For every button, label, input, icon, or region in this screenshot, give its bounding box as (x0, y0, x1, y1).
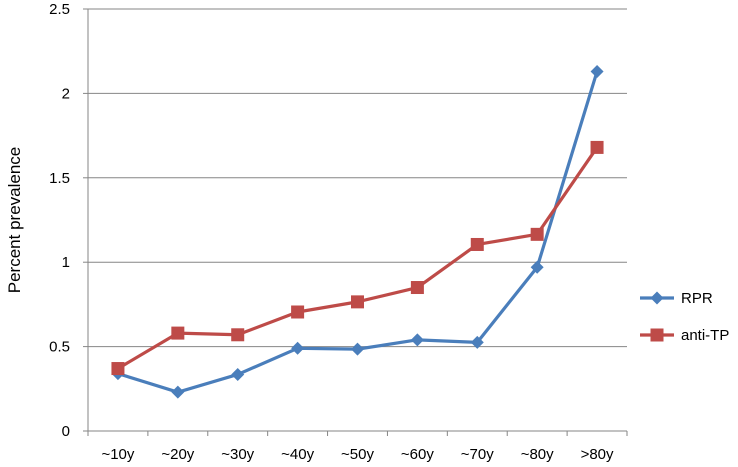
legend-label: anti-TP (681, 327, 729, 344)
x-tick-label: ~10y (101, 446, 134, 463)
diamond-point (351, 342, 364, 356)
series-line (117, 146, 599, 370)
x-tick-label: >80y (581, 446, 614, 463)
diamond-point (171, 385, 185, 399)
legend-item: RPR (640, 290, 713, 307)
square-point (470, 237, 484, 251)
legend: RPR anti-TP (640, 290, 729, 344)
x-tick-label: ~30y (221, 446, 254, 463)
diamond-point (410, 333, 424, 347)
legend-label: RPR (681, 290, 713, 307)
square-point (590, 140, 604, 154)
x-tick-label: ~60y (401, 446, 434, 463)
y-tick-label: 1.5 (49, 170, 70, 187)
square-point (171, 326, 185, 340)
x-tick-label: ~40y (281, 446, 314, 463)
legend-item: anti-TP (640, 327, 729, 344)
square-point (530, 227, 544, 241)
y-tick-label: 2 (62, 85, 70, 102)
y-axis-title: Percent prevalence (5, 147, 24, 293)
y-tick-label: 2.5 (49, 1, 70, 18)
diamond-point (530, 260, 544, 274)
square-point (111, 362, 125, 376)
square-point (231, 328, 245, 342)
square-point (351, 295, 364, 309)
diamond-point (231, 367, 245, 381)
series-group (111, 64, 604, 399)
series-rpr (111, 64, 604, 399)
y-tick-label: 0.5 (49, 339, 70, 356)
diamond-point (470, 335, 484, 349)
legend-swatch-marker (650, 291, 664, 305)
square-point (291, 305, 305, 319)
x-tick-label: ~70y (461, 446, 494, 463)
diamond-point (590, 64, 604, 78)
x-tick-label: ~80y (521, 446, 554, 463)
x-axis-ticks: ~10y ~20y ~30y ~40y ~50y ~60y ~70y ~80y >80y (87, 431, 628, 463)
y-tick-label: 1 (62, 254, 70, 271)
diamond-point (291, 341, 305, 355)
y-axis-ticks: 0 0.5 1 1.5 2 2.5 (49, 1, 88, 440)
x-tick-label: ~50y (341, 446, 374, 463)
series-anti-tp (111, 140, 604, 376)
y-tick-label: 0 (62, 423, 70, 440)
x-tick-label: ~20y (161, 446, 194, 463)
legend-swatch-marker (650, 328, 664, 342)
square-point (410, 281, 424, 295)
